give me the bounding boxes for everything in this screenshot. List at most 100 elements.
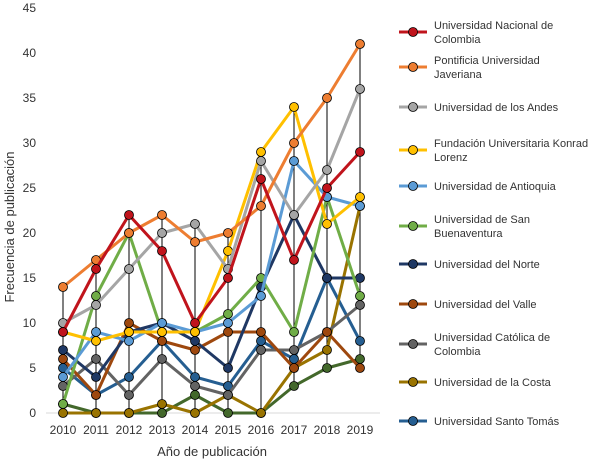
legend-label: Universidad de la Costa [434, 377, 552, 389]
data-point [157, 318, 167, 328]
data-point [190, 219, 200, 229]
data-point [157, 327, 167, 337]
data-point [223, 327, 233, 337]
data-point [223, 228, 233, 238]
data-point [124, 390, 134, 400]
x-tick-label: 2016 [248, 423, 275, 437]
data-point [355, 201, 365, 211]
legend-item: Universidad Santo Tomás [399, 416, 560, 428]
x-tick-label: 2010 [50, 423, 77, 437]
data-point [58, 408, 68, 418]
data-point [355, 363, 365, 373]
data-point [289, 345, 299, 355]
legend-label: Universidad del Norte [434, 259, 540, 271]
legend-label: Colombia [434, 34, 481, 46]
data-point [355, 291, 365, 301]
legend-item: Universidad de la Costa [399, 377, 552, 389]
legend-swatch-marker [408, 62, 418, 72]
legend-label: Lorenz [434, 152, 468, 164]
series-line [62, 303, 361, 397]
data-point [223, 408, 233, 418]
legend-item: Universidad Nacional de Colombia [399, 20, 553, 46]
data-point [58, 354, 68, 364]
data-point [322, 345, 332, 355]
data-point [190, 327, 200, 337]
data-point [289, 138, 299, 148]
legend-swatch-marker [408, 181, 418, 191]
legend-swatch-marker [408, 416, 418, 426]
data-point [256, 327, 266, 337]
data-point [124, 228, 134, 238]
y-tick-label: 30 [23, 136, 37, 150]
data-point [91, 336, 101, 346]
legend-label: Universidad Católica de [434, 332, 550, 344]
data-point [58, 345, 68, 355]
data-point [289, 102, 299, 112]
data-point [58, 282, 68, 292]
data-point [91, 390, 101, 400]
legend-label: Universidad de los Andes [434, 102, 559, 114]
data-point [58, 327, 68, 337]
data-point [190, 390, 200, 400]
data-point [124, 408, 134, 418]
series-group [58, 300, 365, 400]
y-tick-label: 0 [29, 406, 36, 420]
y-tick-label: 45 [23, 1, 37, 15]
data-point [256, 201, 266, 211]
y-tick-label: 35 [23, 91, 37, 105]
series-line [62, 213, 360, 379]
legend-swatch-marker [408, 377, 418, 387]
data-point [322, 219, 332, 229]
y-tick-label: 20 [23, 226, 37, 240]
series-line [62, 105, 361, 343]
y-tick-label: 10 [23, 316, 37, 330]
data-point [322, 165, 332, 175]
x-tick-label: 2015 [215, 423, 242, 437]
data-point [289, 156, 299, 166]
y-tick-label: 25 [23, 181, 37, 195]
data-point [355, 273, 365, 283]
legend-item: Universidad de San Buenaventura [399, 214, 530, 240]
data-point [124, 336, 134, 346]
chart-axes: 0 5 10 15 20 25 30 35 40 45 2010 2011 2012 2013 2014 20… [23, 1, 380, 437]
data-point [256, 174, 266, 184]
data-point [322, 93, 332, 103]
data-point [223, 309, 233, 319]
legend-label: Universidad de San [434, 214, 530, 226]
series-line [62, 43, 362, 289]
legend-label: Javeriana [434, 69, 483, 81]
data-point [91, 291, 101, 301]
data-point [124, 327, 134, 337]
data-point [91, 372, 101, 382]
data-point [289, 327, 299, 337]
data-point [289, 363, 299, 373]
series-line [61, 195, 362, 405]
data-point [256, 156, 266, 166]
series-line [61, 321, 362, 397]
legend-item: Pontificia Universidad Javeriana [399, 55, 540, 81]
data-point [190, 345, 200, 355]
data-point [157, 336, 167, 346]
data-point [256, 408, 266, 418]
series-group [58, 147, 365, 337]
series-line [61, 150, 362, 333]
data-point [157, 228, 167, 238]
legend: Universidad Nacional de Colombia Pontifici… [399, 20, 588, 428]
data-point [157, 399, 167, 409]
legend-item: Fundación Universitaria Konrad Lorenz [399, 138, 588, 164]
legend-label: Universidad Santo Tomás [434, 416, 560, 428]
legend-swatch-marker [408, 221, 418, 231]
data-point [322, 183, 332, 193]
data-point [355, 147, 365, 157]
data-point [256, 147, 266, 157]
legend-label: Buenaventura [434, 228, 503, 240]
data-point [124, 210, 134, 220]
data-point [124, 372, 134, 382]
data-point [190, 318, 200, 328]
legend-item: Universidad de Antioquia [399, 181, 557, 193]
data-point [322, 363, 332, 373]
data-point [256, 336, 266, 346]
x-tick-label: 2011 [83, 423, 109, 437]
legend-item: Universidad Católica de Colombia [399, 332, 550, 358]
